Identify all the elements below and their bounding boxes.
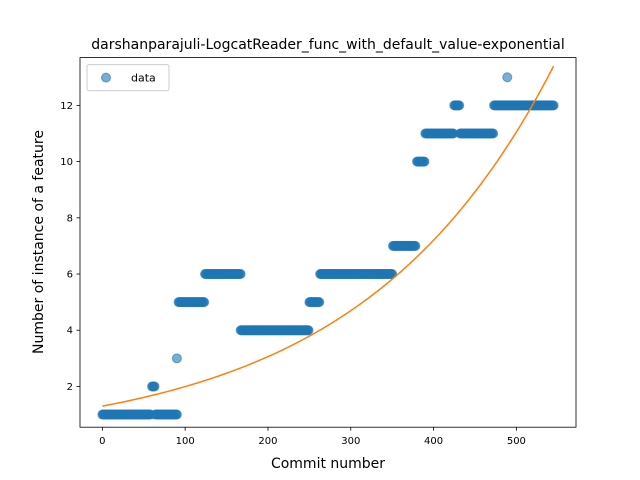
legend: data <box>86 64 170 92</box>
data-point <box>235 269 246 280</box>
x-axis: 0 100 200 300 400 500 <box>99 427 526 447</box>
x-tick-label: 200 <box>258 436 277 447</box>
x-axis-label: Commit number <box>271 456 385 472</box>
y-axis: 2 4 6 8 10 12 <box>60 101 80 393</box>
chart-title: darshanparajuli-LogcatReader_func_with_d… <box>91 37 565 53</box>
legend-label-data: data <box>131 72 156 85</box>
fit-line <box>102 65 555 407</box>
x-tick-label: 400 <box>424 436 443 447</box>
y-tick-label: 4 <box>67 326 73 337</box>
y-tick-label: 8 <box>67 213 73 224</box>
data-point <box>488 128 499 139</box>
data-point <box>548 100 559 111</box>
data-point <box>502 72 513 83</box>
x-tick-label: 500 <box>507 436 526 447</box>
data-point <box>303 325 314 336</box>
data-point <box>454 100 465 111</box>
y-axis-label: Number of instance of a feature <box>31 130 47 354</box>
y-tick-label: 12 <box>60 101 73 112</box>
x-tick-label: 0 <box>99 436 105 447</box>
x-tick-label: 300 <box>341 436 360 447</box>
y-tick-label: 6 <box>67 270 73 281</box>
axes-frame <box>79 57 577 428</box>
y-tick-label: 2 <box>67 382 73 393</box>
data-point <box>149 381 160 392</box>
y-tick-label: 10 <box>60 157 73 168</box>
data-point <box>199 297 210 308</box>
data-point <box>171 409 182 420</box>
x-tick-label: 100 <box>176 436 195 447</box>
plot-area <box>97 65 559 420</box>
data-point <box>419 156 430 167</box>
data-point <box>171 353 182 364</box>
legend-marker-data <box>101 72 111 83</box>
legend-box <box>86 64 170 92</box>
data-point <box>314 297 325 308</box>
data-point <box>410 240 421 251</box>
